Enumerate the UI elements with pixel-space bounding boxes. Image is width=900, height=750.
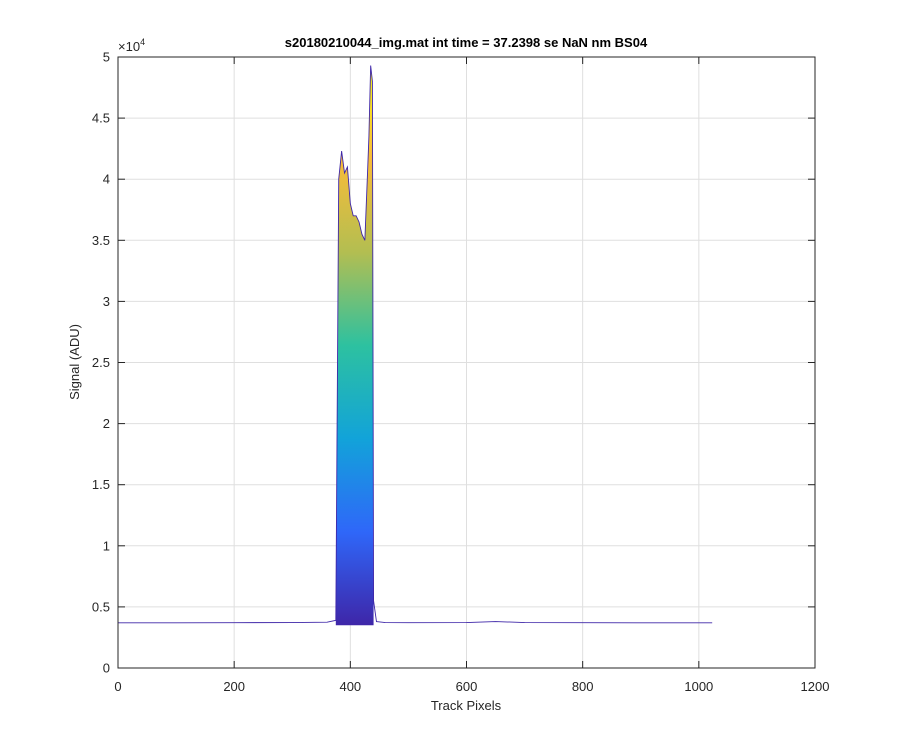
y-tick-label: 4.5: [92, 111, 110, 126]
x-tick-label: 400: [339, 679, 361, 694]
x-tick-label: 600: [456, 679, 478, 694]
y-axis-label: Signal (ADU): [67, 324, 82, 400]
y-tick-label: 0: [103, 661, 110, 676]
x-axis-label: Track Pixels: [431, 698, 502, 713]
grid: [118, 57, 815, 668]
y-tick-label: 1: [103, 538, 110, 553]
y-tick-label: 2: [103, 416, 110, 431]
y-tick-label: 1.5: [92, 477, 110, 492]
y-tick-label: 3: [103, 294, 110, 309]
y-tick-labels: 0 0.5 1 1.5 2 2.5 3 3.5 4 4.5 5: [92, 50, 110, 676]
ticks: [117, 56, 816, 669]
data-layer: [118, 65, 713, 626]
series-line: [118, 65, 713, 624]
series-peak-surface: [335, 65, 374, 626]
y-exponent-power: 4: [140, 37, 145, 47]
y-tick-label: 3.5: [92, 233, 110, 248]
y-tick-label: 5: [103, 50, 110, 65]
chart-title: s20180210044_img.mat int time = 37.2398 …: [285, 35, 648, 50]
x-tick-label: 800: [572, 679, 594, 694]
x-tick-labels: 0 200 400 600 800 1000 1200: [114, 679, 829, 694]
y-tick-label: 2.5: [92, 355, 110, 370]
y-exponent-label: ×104: [118, 37, 145, 54]
x-tick-label: 0: [114, 679, 121, 694]
x-tick-label: 1200: [801, 679, 830, 694]
y-tick-label: 0.5: [92, 599, 110, 614]
x-tick-label: 1000: [684, 679, 713, 694]
y-tick-label: 4: [103, 172, 110, 187]
x-tick-label: 200: [223, 679, 245, 694]
